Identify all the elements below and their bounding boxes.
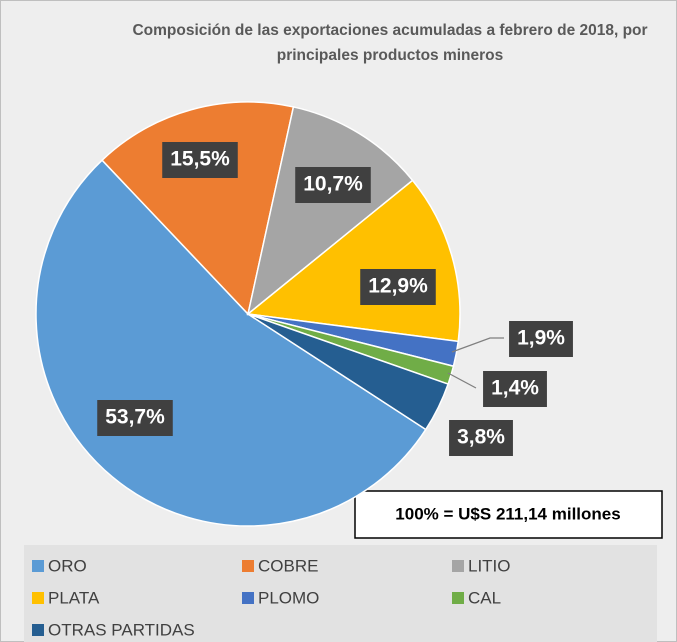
- leader-line: [451, 337, 504, 353]
- legend-swatch: [32, 624, 44, 636]
- legend-box: [24, 545, 657, 642]
- pie-slice: [247, 313, 450, 431]
- value-label-box: [483, 371, 547, 407]
- value-label-box: [509, 321, 573, 357]
- value-label: 1,9%: [517, 327, 565, 350]
- legend-swatch: [242, 592, 254, 604]
- legend-swatch: [32, 592, 44, 604]
- legend-label: PLOMO: [258, 588, 319, 607]
- legend-swatch: [242, 560, 254, 572]
- chart-title: Composición de las exportaciones acumula…: [132, 22, 648, 64]
- legend-swatch: [32, 560, 44, 572]
- legend-label: CAL: [468, 588, 501, 607]
- legend-label: LITIO: [468, 556, 511, 575]
- pie-slice: [246, 106, 414, 316]
- annotation-box: [354, 490, 663, 539]
- legend-label: ORO: [48, 556, 87, 575]
- value-label-box: [449, 420, 513, 456]
- legend-label: COBRE: [258, 556, 318, 575]
- value-label-box: [360, 269, 436, 305]
- value-label: 3,8%: [457, 426, 505, 449]
- value-label: 10,7%: [303, 173, 363, 196]
- value-label-box: [97, 400, 173, 436]
- legend-label: PLATA: [48, 588, 100, 607]
- pie-slice: [101, 101, 295, 316]
- legend-swatch: [452, 560, 464, 572]
- annotation: 100% = U$S 211,14 millones: [395, 504, 620, 523]
- value-label: 53,7%: [105, 406, 165, 429]
- value-label: 1,4%: [491, 377, 539, 400]
- legend-swatch: [452, 592, 464, 604]
- value-label: 12,9%: [368, 275, 428, 298]
- legend-label: OTRAS PARTIDAS: [48, 620, 195, 639]
- value-label-box: [162, 142, 238, 178]
- leader-line: [447, 372, 477, 389]
- value-label: 15,5%: [170, 148, 230, 171]
- value-label-box: [295, 167, 371, 203]
